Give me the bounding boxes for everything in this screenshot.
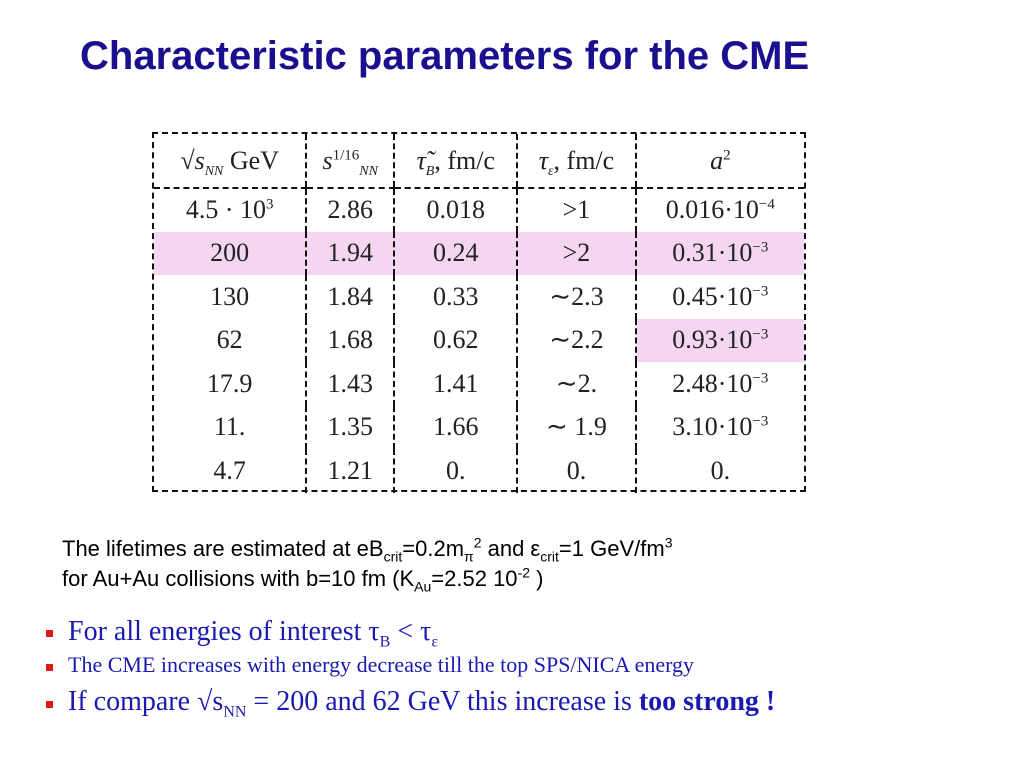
bullet-item: If compare √sNN = 200 and 62 GeV this in… xyxy=(40,686,775,726)
bullet-square-icon xyxy=(46,664,53,671)
table-row-highlighted: 200 1.94 0.24 >2 0.31·10−3 xyxy=(154,231,804,275)
bullet-square-icon xyxy=(46,630,53,637)
cell-s-power: 2.86 xyxy=(305,188,395,232)
lifetime-note: The lifetimes are estimated at eBcrit=0.… xyxy=(62,534,673,594)
table-row: 11. 1.35 1.66 ∼ 1.9 3.10·10−3 xyxy=(154,405,804,449)
cell-tau-b: 0.24 xyxy=(393,231,518,275)
table-row: 4.7 1.21 0. 0. 0. xyxy=(154,449,804,493)
bullet-square-icon xyxy=(46,701,53,708)
bullet-item: The CME increases with energy decrease t… xyxy=(40,652,775,686)
cell-energy: 62 xyxy=(216,325,243,355)
header-a-squared: a2 xyxy=(634,134,804,189)
cell-tau-epsilon: >2 xyxy=(516,231,636,275)
cell-s-power: 1.68 xyxy=(305,318,395,362)
cell-tau-epsilon: ∼2. xyxy=(516,362,636,406)
cell-a-squared-highlighted: 0.93·10−3 xyxy=(634,318,804,362)
cell-energy: 4.5 · 103 xyxy=(185,195,274,225)
cell-s-power: 1.21 xyxy=(305,449,395,493)
cell-a-squared: 3.10·10−3 xyxy=(634,405,804,449)
parameters-table: √sNN GeV s1/16NN τ̃B, fm/c τε, fm/c a2 xyxy=(152,132,806,493)
cell-s-power: 1.35 xyxy=(305,405,395,449)
cell-tau-epsilon: ∼2.2 xyxy=(516,318,636,362)
cell-energy: 4.7 xyxy=(213,455,246,485)
cell-a-squared: 2.48·10−3 xyxy=(634,362,804,406)
cell-s-power: 1.43 xyxy=(305,362,395,406)
table-header-row: √sNN GeV s1/16NN τ̃B, fm/c τε, fm/c a2 xyxy=(154,134,804,189)
cell-tau-b: 0.33 xyxy=(393,275,518,319)
cell-s-power: 1.84 xyxy=(305,275,395,319)
cell-s-power: 1.94 xyxy=(305,231,395,275)
header-tau-epsilon: τε, fm/c xyxy=(516,134,636,189)
table-row: 130 1.84 0.33 ∼2.3 0.45·10−3 xyxy=(154,275,804,319)
parameters-grid: √sNN GeV s1/16NN τ̃B, fm/c τε, fm/c a2 xyxy=(154,134,804,493)
cell-a-squared: 0.016·10−4 xyxy=(634,188,804,232)
cell-tau-epsilon: ∼ 1.9 xyxy=(516,405,636,449)
table-row: 4.5 · 103 2.86 0.018 >1 0.016·10−4 xyxy=(154,188,804,232)
cell-a-squared: 0.45·10−3 xyxy=(634,275,804,319)
note-line-1: The lifetimes are estimated at eBcrit=0.… xyxy=(62,534,673,565)
cell-tau-b: 1.66 xyxy=(393,405,518,449)
header-tau-b: τ̃B, fm/c xyxy=(393,134,518,189)
cell-a-squared: 0.31·10−3 xyxy=(634,231,804,275)
header-energy: √sNN GeV xyxy=(154,134,307,189)
cell-a-squared: 0. xyxy=(634,449,804,493)
bullet-item: For all energies of interest τB < τε xyxy=(40,616,775,652)
cell-tau-b: 0. xyxy=(393,449,518,493)
cell-tau-b: 0.62 xyxy=(393,318,518,362)
table-row: 17.9 1.43 1.41 ∼2. 2.48·10−3 xyxy=(154,362,804,406)
table-row: 62 1.68 0.62 ∼2.2 0.93·10−3 xyxy=(154,318,804,362)
cell-tau-b: 0.018 xyxy=(393,188,518,232)
cell-tau-epsilon: >1 xyxy=(516,188,636,232)
cell-energy: 200 xyxy=(154,231,307,275)
cell-energy: 11. xyxy=(213,412,246,442)
note-line-2: for Au+Au collisions with b=10 fm (KAu=2… xyxy=(62,564,544,595)
bullet-list: For all energies of interest τB < τε The… xyxy=(40,616,775,726)
header-s-power: s1/16NN xyxy=(305,134,395,189)
cell-energy: 130 xyxy=(210,281,250,311)
slide-title: Characteristic parameters for the CME xyxy=(80,34,810,78)
cell-tau-epsilon: ∼2.3 xyxy=(516,275,636,319)
cell-tau-epsilon: 0. xyxy=(516,449,636,493)
cell-energy: 17.9 xyxy=(206,368,253,398)
cell-tau-b: 1.41 xyxy=(393,362,518,406)
